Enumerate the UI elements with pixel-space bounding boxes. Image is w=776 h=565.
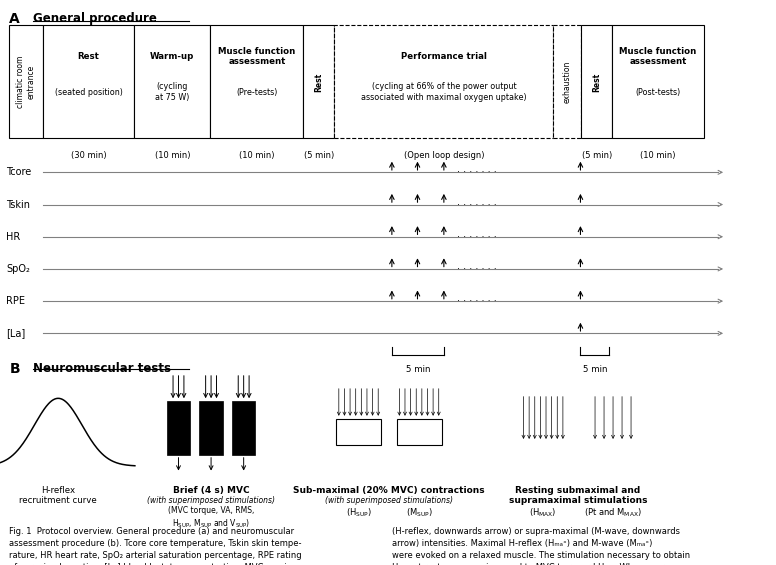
Text: (5 min): (5 min) [582, 151, 611, 160]
Text: (H-reflex, downwards arrow) or supra-maximal (M-wave, downwards
arrow) intensiti: (H-reflex, downwards arrow) or supra-max… [392, 527, 690, 565]
Text: Muscle function
assessment: Muscle function assessment [218, 47, 296, 66]
Text: [La]: [La] [6, 328, 26, 338]
Bar [232, 401, 255, 455]
Text: (Post-tests): (Post-tests) [636, 88, 681, 97]
Text: Neuromuscular tests: Neuromuscular tests [33, 362, 171, 375]
Text: (M$_\mathrm{SUP}$): (M$_\mathrm{SUP}$) [406, 506, 432, 519]
FancyBboxPatch shape [581, 25, 612, 138]
Text: (Pt and M$_\mathrm{MAX}$): (Pt and M$_\mathrm{MAX}$) [584, 506, 642, 519]
Text: 5 min: 5 min [406, 365, 430, 374]
Text: RPE: RPE [6, 296, 25, 306]
Text: B: B [9, 362, 20, 376]
Text: Rest: Rest [592, 72, 601, 92]
Text: (cycling at 66% of the power output
associated with maximal oxygen uptake): (cycling at 66% of the power output asso… [361, 82, 527, 102]
Text: (seated position): (seated position) [54, 88, 123, 97]
Text: (Pre-tests): (Pre-tests) [236, 88, 278, 97]
Text: (H$_\mathrm{SUP}$): (H$_\mathrm{SUP}$) [345, 506, 372, 519]
Text: (MVC torque, VA, RMS,
H$_\mathrm{SUP}$, M$_\mathrm{SUP}$ and V$_\mathrm{SUP}$): (MVC torque, VA, RMS, H$_\mathrm{SUP}$, … [168, 506, 255, 529]
Text: climatic room
entrance: climatic room entrance [16, 56, 36, 108]
Text: · · · · · · ·: · · · · · · · [457, 167, 497, 177]
Text: exhaustion: exhaustion [563, 61, 572, 103]
FancyBboxPatch shape [334, 25, 553, 138]
Text: Performance trial: Performance trial [401, 52, 487, 61]
Text: (30 min): (30 min) [71, 151, 106, 160]
Text: (10 min): (10 min) [154, 151, 190, 160]
Text: H-reflex
recruitment curve: H-reflex recruitment curve [19, 486, 97, 505]
Bar [167, 401, 190, 455]
Text: SpO₂: SpO₂ [6, 264, 30, 274]
Bar [397, 419, 442, 445]
Text: · · · · · · ·: · · · · · · · [457, 199, 497, 210]
Bar [336, 419, 381, 445]
Text: (10 min): (10 min) [239, 151, 275, 160]
Text: (cycling
at 75 W): (cycling at 75 W) [155, 82, 189, 102]
Text: Tskin: Tskin [6, 199, 30, 210]
Text: Rest: Rest [78, 52, 99, 61]
Text: Sub-maximal (20% MVC) contractions: Sub-maximal (20% MVC) contractions [293, 486, 484, 495]
Text: (Open loop design): (Open loop design) [404, 151, 484, 160]
Text: Resting submaximal and
supramaximal stimulations: Resting submaximal and supramaximal stim… [509, 486, 647, 505]
Text: · · · · · · ·: · · · · · · · [457, 296, 497, 306]
Text: (with superimposed stimulations): (with superimposed stimulations) [147, 496, 275, 505]
FancyBboxPatch shape [553, 25, 581, 138]
Text: Brief (4 s) MVC: Brief (4 s) MVC [173, 486, 249, 495]
Text: Fig. 1  Protocol overview. General procedure (a) and neuromuscular
assessment pr: Fig. 1 Protocol overview. General proced… [9, 527, 304, 565]
Text: 5 min: 5 min [583, 365, 607, 374]
FancyBboxPatch shape [43, 25, 134, 138]
Text: (10 min): (10 min) [640, 151, 676, 160]
Text: · · · · · · ·: · · · · · · · [457, 232, 497, 242]
Text: (with superimposed stimulations): (with superimposed stimulations) [325, 496, 452, 505]
FancyBboxPatch shape [303, 25, 334, 138]
Text: Muscle function
assessment: Muscle function assessment [619, 47, 697, 66]
Text: (5 min): (5 min) [304, 151, 334, 160]
Text: Rest: Rest [314, 72, 324, 92]
Text: Warm-up: Warm-up [150, 52, 195, 61]
Text: HR: HR [6, 232, 20, 242]
Bar [199, 401, 223, 455]
Text: A: A [9, 12, 20, 27]
Text: · · · · · · ·: · · · · · · · [457, 264, 497, 274]
Text: General procedure: General procedure [33, 12, 157, 25]
FancyBboxPatch shape [134, 25, 210, 138]
FancyBboxPatch shape [612, 25, 704, 138]
Text: (H$_\mathrm{MAX}$): (H$_\mathrm{MAX}$) [529, 506, 557, 519]
Text: Tcore: Tcore [6, 167, 32, 177]
FancyBboxPatch shape [210, 25, 303, 138]
FancyBboxPatch shape [9, 25, 43, 138]
